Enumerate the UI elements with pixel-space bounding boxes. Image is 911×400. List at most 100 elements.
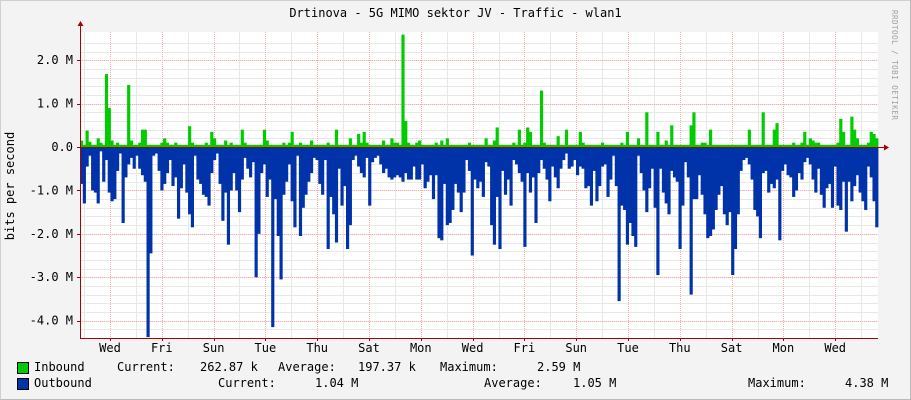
outbound-bar — [296, 147, 300, 156]
outbound-bar — [201, 147, 206, 195]
outbound-bar — [761, 147, 765, 174]
outbound-bar — [88, 147, 92, 156]
outbound-bar — [426, 147, 430, 182]
inbound-bar — [451, 144, 455, 148]
outbound-maximum-label: Maximum: — [748, 376, 806, 390]
outbound-bar — [697, 147, 702, 176]
outbound-bar — [442, 147, 447, 184]
outbound-bar — [695, 147, 699, 200]
outbound-bar — [379, 147, 383, 165]
outbound-bar — [819, 147, 823, 195]
inbound-bar — [318, 144, 322, 148]
outbound-bar — [395, 147, 400, 176]
inbound-bar — [783, 144, 787, 148]
outbound-bar — [440, 147, 444, 241]
inbound-bar — [257, 144, 261, 148]
inbound-bar — [249, 144, 253, 148]
inbound-bar — [492, 140, 497, 148]
inbound-bar — [592, 144, 596, 148]
outbound-bar — [285, 147, 289, 182]
inbound-bar — [495, 127, 499, 148]
outbound-name: Outbound — [34, 376, 92, 390]
x-axis-arrow — [884, 144, 889, 151]
inbound-bar — [442, 144, 447, 148]
inbound-bar — [839, 118, 843, 148]
outbound-bar — [681, 147, 685, 206]
inbound-bar — [445, 138, 449, 148]
inbound-bar — [587, 144, 591, 148]
x-tick-label: Mon — [773, 341, 795, 355]
outbound-bar — [246, 147, 250, 169]
inbound-bar — [786, 144, 790, 148]
x-tick-label: Sat — [721, 341, 743, 355]
inbound-bar — [706, 144, 710, 148]
outbound-bar — [226, 147, 231, 245]
outbound-bar — [650, 147, 654, 169]
inbound-bar — [404, 120, 408, 148]
inbound-bar — [273, 144, 278, 148]
inbound-bar — [104, 74, 109, 148]
inbound-bar — [869, 131, 873, 148]
inbound-bar — [653, 144, 657, 148]
outbound-bar — [406, 147, 411, 180]
inbound-bar — [515, 144, 519, 148]
outbound-bar — [600, 147, 605, 167]
outbound-bar — [515, 147, 519, 165]
inbound-bar — [190, 142, 195, 148]
outbound-bar — [625, 147, 630, 245]
outbound-bar — [265, 147, 269, 197]
inbound-bar — [152, 144, 156, 148]
inbound-bar — [769, 144, 774, 148]
outbound-bar — [470, 147, 474, 256]
inbound-bar — [127, 84, 131, 148]
inbound-bar — [750, 144, 754, 148]
inbound-bar — [293, 144, 297, 148]
outbound-bar — [91, 147, 95, 191]
outbound-bar — [612, 147, 616, 156]
outbound-bar — [127, 147, 131, 165]
outbound-bar — [775, 147, 779, 180]
outbound-bar — [129, 147, 134, 158]
inbound-bar — [437, 144, 441, 148]
inbound-bar — [656, 131, 660, 148]
inbound-bar — [224, 140, 228, 148]
inbound-current-value: 262.87 k — [200, 360, 258, 374]
outbound-bar — [833, 147, 837, 167]
outbound-bar — [176, 147, 181, 219]
outbound-bar — [548, 147, 552, 202]
outbound-bar — [473, 147, 477, 180]
outbound-bar — [165, 147, 170, 174]
inbound-bar — [551, 144, 555, 148]
inbound-bar — [107, 107, 111, 148]
x-tick-label: Fri — [151, 341, 173, 355]
inbound-bar — [138, 142, 142, 148]
outbound-bar — [858, 147, 862, 193]
outbound-bar — [490, 147, 494, 226]
outbound-bar — [207, 147, 211, 206]
inbound-bar — [808, 138, 812, 148]
inbound-bar — [337, 144, 341, 148]
inbound-bar — [628, 144, 632, 148]
inbound-bar — [598, 144, 602, 148]
inbound-bar — [165, 142, 170, 148]
outbound-bar — [539, 147, 544, 161]
outbound-bar — [722, 147, 727, 215]
inbound-bar — [426, 144, 430, 148]
outbound-bar — [706, 147, 710, 239]
inbound-bar — [420, 144, 424, 148]
inbound-bar — [96, 138, 100, 148]
inbound-bar — [398, 144, 402, 148]
inbound-bar — [434, 142, 438, 148]
outbound-bar — [301, 147, 305, 208]
outbound-bar — [113, 147, 117, 200]
outbound-bar — [307, 147, 311, 182]
outbound-bar — [154, 147, 158, 154]
inbound-bar — [454, 144, 458, 148]
outbound-bar — [456, 147, 461, 193]
inbound-bar — [329, 144, 333, 148]
inbound-bar — [243, 142, 247, 148]
outbound-bar — [531, 147, 535, 178]
inbound-bar — [354, 144, 358, 148]
inbound-bar — [163, 138, 167, 148]
y-tick-label: 1.0 M — [37, 97, 73, 111]
